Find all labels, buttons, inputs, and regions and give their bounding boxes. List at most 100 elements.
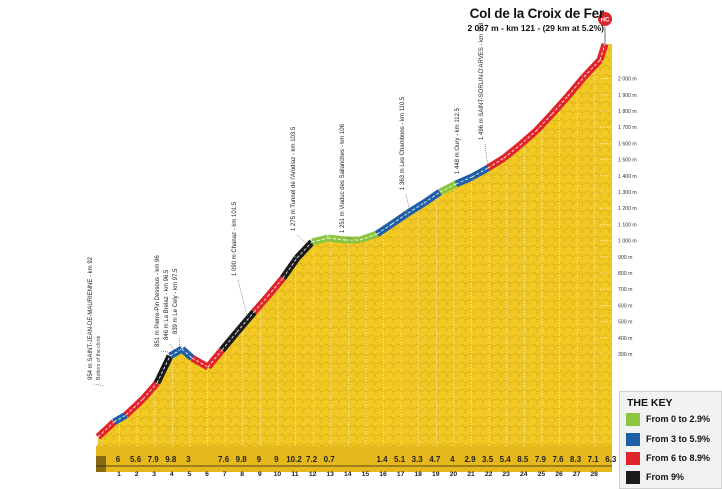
altitude-label: 2 000 m	[618, 77, 637, 83]
waypoint-leader	[345, 236, 354, 241]
km-label: 7	[223, 471, 227, 478]
gradient-label: 8.3	[570, 455, 582, 464]
waypoint-label: 1 496 m SAINT-SORLIN-D'ARVES - km 113	[479, 22, 485, 140]
km-label: 9	[258, 471, 262, 478]
gradient-label: 7.9	[148, 455, 160, 464]
altitude-label: 900 m	[618, 255, 632, 261]
km-label: 12	[309, 471, 317, 478]
gradient-label: 3.5	[482, 455, 494, 464]
gradient-label: 9.8	[165, 455, 177, 464]
key-item-blue: From 3 to 5.9%	[626, 433, 722, 447]
route-centerline	[439, 183, 457, 193]
altitude-label: 300 m	[618, 352, 632, 358]
route-centerline	[267, 277, 284, 297]
summit-info: 2 067 m - km 121 - (29 km at 5.2%)	[467, 23, 604, 33]
route-centerline	[236, 311, 255, 333]
gradient-label: 7.9	[535, 455, 547, 464]
km-label: 11	[291, 471, 298, 478]
km-label: 25	[538, 471, 546, 478]
route-centerline	[583, 59, 601, 78]
gradient-label: 7.6	[552, 455, 564, 464]
altitude-label: 800 m	[618, 271, 632, 277]
terrain-body	[96, 44, 612, 470]
waypoint-label: 1 251 m Viaduc des Sallanches - km 106	[340, 123, 346, 233]
route-centerline	[391, 212, 409, 225]
km-label: 15	[362, 471, 370, 478]
route-centerline	[221, 331, 238, 351]
km-label: 13	[326, 471, 334, 478]
route-centerline	[455, 176, 473, 185]
profile-front-edge	[96, 456, 106, 472]
route-centerline	[503, 144, 521, 159]
waypoint-leader	[178, 337, 181, 352]
route-centerline	[567, 76, 585, 97]
km-label: 3	[152, 471, 156, 478]
km-label: 6	[205, 471, 209, 478]
km-label: 27	[573, 471, 581, 478]
route-centerline	[327, 237, 346, 241]
waypoint-leader	[460, 177, 463, 184]
gradient-label: 9	[274, 455, 279, 464]
km-label: 19	[432, 471, 440, 478]
route-centerline	[113, 414, 127, 423]
gradient-label: 3.3	[412, 455, 424, 464]
waypoint-label: 1 363 m Les Chambons - km 110.5	[400, 96, 406, 190]
route-centerline	[191, 357, 209, 368]
gradient-label: 5.6	[130, 455, 142, 464]
waypoint-leader	[484, 143, 489, 169]
gradient-label: 4.7	[429, 455, 441, 464]
km-label: 26	[555, 471, 563, 478]
waypoint-label: 1 448 m Oury - km 112.5	[455, 107, 461, 174]
km-label: 5	[188, 471, 192, 478]
gradient-label: 8.5	[517, 455, 529, 464]
gradient-key: THE KEY From 0 to 2.9% From 3 to 5.9% Fr…	[619, 391, 722, 489]
km-label: 20	[450, 471, 458, 478]
altitude-label: 1 700 m	[618, 125, 637, 131]
key-swatch-black	[626, 471, 640, 484]
key-label: From 0 to 2.9%	[646, 414, 711, 424]
altitude-label: 1 300 m	[618, 190, 637, 196]
km-label: 24	[520, 471, 528, 478]
gradient-label: 9.8	[236, 455, 248, 464]
route-centerline	[142, 382, 158, 400]
waypoint-sublabel: Bottom of the climb	[96, 335, 102, 380]
route-segment	[153, 354, 174, 385]
km-label: 23	[502, 471, 510, 478]
gradient-label: 0.7	[324, 455, 336, 464]
route-centerline	[471, 167, 489, 178]
route-centerline	[97, 421, 115, 438]
km-label: 14	[344, 471, 352, 478]
waypoint-leader	[237, 279, 249, 320]
gradient-label: 7.6	[218, 455, 230, 464]
altitude-label: 1 100 m	[618, 222, 637, 228]
gradient-label: 9	[257, 455, 262, 464]
waypoint-leader	[296, 234, 309, 246]
key-swatch-green	[626, 413, 640, 426]
summit-name: Col de la Croix de Fer	[469, 6, 605, 21]
waypoint-label: 1 090 m Chanaz - km 101.5	[232, 201, 238, 276]
gradient-label: 6.3	[605, 455, 617, 464]
route-centerline	[519, 130, 537, 146]
km-label: 16	[379, 471, 387, 478]
key-item-red: From 6 to 8.9%	[626, 452, 722, 466]
route-centerline	[407, 202, 425, 214]
waypoint-leader	[160, 350, 169, 353]
km-label: 21	[467, 471, 475, 478]
gradient-label: 5.1	[394, 455, 406, 464]
route-centerline	[207, 349, 223, 368]
gradient-label: 2.9	[464, 455, 476, 464]
route-centerline	[282, 257, 298, 279]
km-label: 10	[274, 471, 282, 478]
altitude-label: 1 000 m	[618, 239, 637, 245]
profile-front-face	[96, 446, 612, 472]
km-label: 17	[397, 471, 405, 478]
waypoint-label: 846 m La Brelaz - km 96.5	[164, 269, 170, 340]
route-centerline	[487, 157, 505, 169]
gradient-label: 1.4	[376, 455, 388, 464]
waypoint-label: 839 m Le Cely - km 97.5	[173, 268, 179, 334]
km-label: 18	[414, 471, 422, 478]
km-label: 8	[240, 471, 244, 478]
route-centerline	[125, 398, 144, 416]
gradient-label: 3	[186, 455, 191, 464]
